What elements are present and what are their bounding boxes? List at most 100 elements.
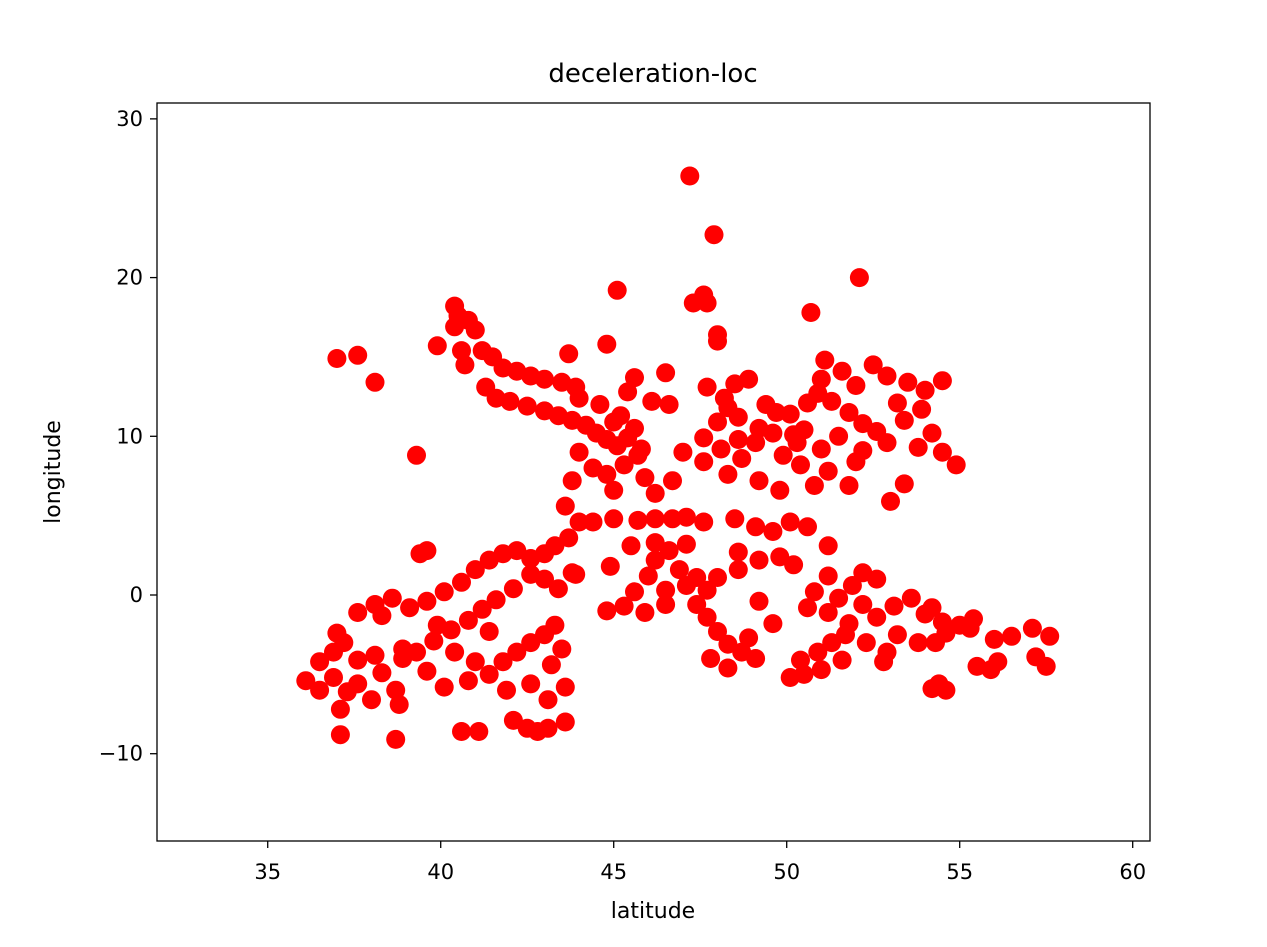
scatter-point bbox=[465, 560, 485, 580]
scatter-point bbox=[386, 680, 406, 700]
scatter-point bbox=[604, 412, 624, 432]
scatter-point bbox=[694, 452, 714, 472]
x-tick-label: 50 bbox=[773, 860, 800, 884]
scatter-point bbox=[936, 623, 956, 643]
scatter-point bbox=[908, 437, 928, 457]
scatter-point bbox=[849, 268, 869, 288]
scatter-point bbox=[566, 564, 586, 584]
scatter-point bbox=[382, 588, 402, 608]
scatter-point bbox=[642, 391, 662, 411]
scatter-point bbox=[798, 598, 817, 618]
scatter-point bbox=[535, 569, 554, 589]
scatter-point bbox=[770, 480, 790, 500]
scatter-point bbox=[597, 334, 617, 354]
scatter-point bbox=[417, 661, 437, 681]
scatter-point bbox=[908, 633, 928, 653]
x-axis-label: latitude bbox=[611, 899, 695, 924]
scatter-point bbox=[853, 414, 873, 434]
scatter-point bbox=[607, 280, 627, 300]
scatter-point bbox=[552, 639, 572, 659]
scatter-point bbox=[507, 642, 527, 662]
scatter-point bbox=[427, 615, 447, 635]
scatter-point bbox=[365, 372, 385, 392]
scatter-point bbox=[663, 471, 682, 491]
scatter-point bbox=[479, 550, 499, 570]
scatter-point bbox=[362, 690, 381, 710]
scatter-point bbox=[638, 566, 658, 586]
scatter-point bbox=[569, 512, 589, 532]
scatter-point bbox=[372, 606, 392, 626]
scatter-point bbox=[469, 722, 489, 741]
scatter-point bbox=[597, 601, 617, 621]
scatter-point bbox=[881, 491, 900, 511]
scatter-point bbox=[811, 439, 831, 459]
scatter-point bbox=[763, 614, 783, 634]
scatter-point bbox=[697, 580, 717, 600]
scatter-point bbox=[445, 317, 465, 337]
scatter-point bbox=[718, 634, 738, 654]
scatter-point bbox=[465, 320, 485, 340]
scatter-point bbox=[680, 166, 700, 186]
scatter-point bbox=[324, 668, 343, 687]
y-axis: 30 20 10 0 −10 bbox=[99, 107, 157, 766]
scatter-point bbox=[645, 509, 665, 529]
scatter-point bbox=[964, 609, 983, 629]
scatter-point bbox=[811, 369, 831, 389]
scatter-point bbox=[365, 645, 385, 665]
scatter-point bbox=[583, 458, 603, 478]
scatter-point bbox=[517, 396, 537, 416]
scatter-point bbox=[808, 642, 828, 662]
scatter-point bbox=[701, 649, 721, 668]
scatter-point bbox=[922, 423, 942, 443]
scatter-point bbox=[663, 509, 682, 529]
y-tick-label: 30 bbox=[116, 107, 143, 131]
scatter-point bbox=[853, 595, 873, 614]
scatter-point bbox=[694, 428, 714, 448]
scatter-point bbox=[988, 652, 1008, 672]
scatter-point bbox=[749, 591, 769, 611]
scatter-point bbox=[559, 344, 579, 364]
scatter-point bbox=[407, 445, 426, 465]
scatter-point bbox=[393, 639, 413, 659]
scatter-point bbox=[732, 449, 752, 468]
scatter-point bbox=[708, 622, 727, 641]
scatter-point bbox=[434, 677, 454, 697]
scatter-point bbox=[386, 729, 406, 749]
y-tick-label: 20 bbox=[116, 266, 143, 290]
scatter-point bbox=[614, 455, 634, 475]
scatter-point bbox=[697, 293, 717, 313]
scatter-point bbox=[452, 341, 471, 361]
scatter-point bbox=[479, 664, 499, 684]
scatter-point bbox=[659, 541, 679, 561]
scatter-point bbox=[936, 680, 956, 700]
scatter-point bbox=[538, 690, 558, 710]
scatter-point bbox=[901, 588, 921, 608]
scatter-point bbox=[832, 650, 852, 670]
y-axis-label: longitude bbox=[41, 420, 66, 524]
scatter-point bbox=[628, 510, 648, 530]
scatter-point bbox=[310, 680, 330, 700]
scatter-point bbox=[1002, 626, 1022, 646]
scatter-point bbox=[763, 423, 783, 443]
scatter-point bbox=[656, 363, 676, 383]
scatter-point bbox=[773, 445, 793, 465]
scatter-point bbox=[728, 430, 748, 449]
scatter-point bbox=[718, 658, 738, 678]
scatter-point bbox=[486, 590, 506, 610]
scatter-point bbox=[718, 464, 738, 484]
scatter-point bbox=[669, 560, 689, 580]
scatter-point bbox=[804, 476, 824, 495]
scatter-point bbox=[708, 331, 727, 351]
scatter-point bbox=[898, 372, 918, 392]
scatter-point bbox=[372, 663, 392, 683]
scatter-point bbox=[749, 550, 769, 570]
scatter-point bbox=[400, 598, 420, 618]
scatter-point bbox=[839, 403, 859, 422]
chart-title: deceleration-loc bbox=[548, 59, 757, 89]
scatter-point bbox=[766, 403, 786, 422]
scatter-point bbox=[452, 572, 471, 592]
scatter-point bbox=[559, 528, 579, 548]
scatter-point bbox=[656, 580, 676, 600]
x-axis: 35 40 45 50 55 60 bbox=[254, 841, 1146, 884]
scatter-point bbox=[763, 522, 783, 541]
